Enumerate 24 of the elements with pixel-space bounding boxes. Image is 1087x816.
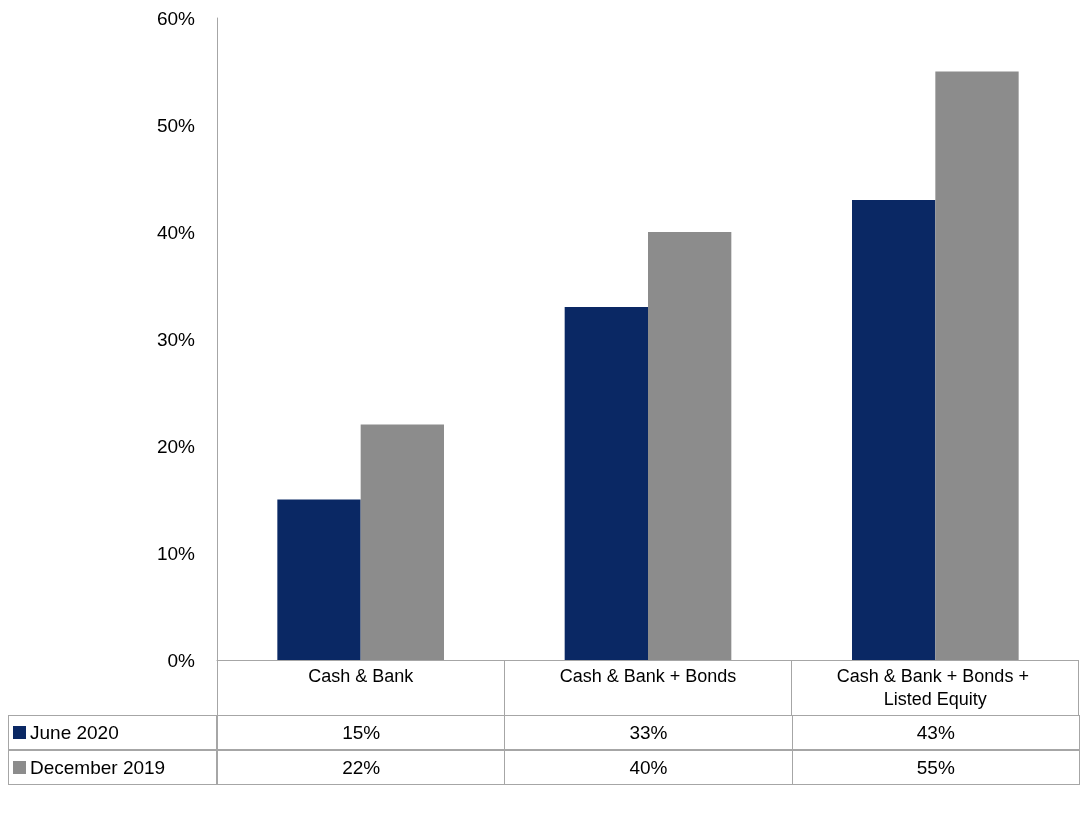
legend-label: December 2019 xyxy=(30,756,166,779)
y-tick-label: 0% xyxy=(167,649,196,671)
legend-label: June 2020 xyxy=(30,721,119,744)
data-label: 33% xyxy=(504,715,793,750)
data-label: 15% xyxy=(217,715,506,750)
y-tick-label: 50% xyxy=(156,114,196,136)
y-tick-label: 10% xyxy=(156,542,196,564)
bar xyxy=(360,424,444,660)
data-label: 55% xyxy=(791,750,1080,785)
x-tick-label: Cash & Bank xyxy=(308,665,415,686)
bar xyxy=(648,232,732,660)
x-tick-label: Cash & Bank + Bonds xyxy=(559,665,737,686)
data-label: 22% xyxy=(217,750,506,785)
y-tick-label: 60% xyxy=(156,7,196,29)
x-tick-label: Cash & Bank + Bonds + Listed Equity xyxy=(836,665,1034,709)
y-tick-label: 40% xyxy=(156,221,196,243)
bar xyxy=(852,199,936,660)
y-tick-label: 30% xyxy=(156,328,196,350)
y-tick-label: 20% xyxy=(156,435,196,457)
bar xyxy=(935,71,1019,660)
data-label: 43% xyxy=(791,715,1080,750)
data-label: 40% xyxy=(504,750,793,785)
bar xyxy=(277,499,361,660)
bar xyxy=(564,306,648,660)
